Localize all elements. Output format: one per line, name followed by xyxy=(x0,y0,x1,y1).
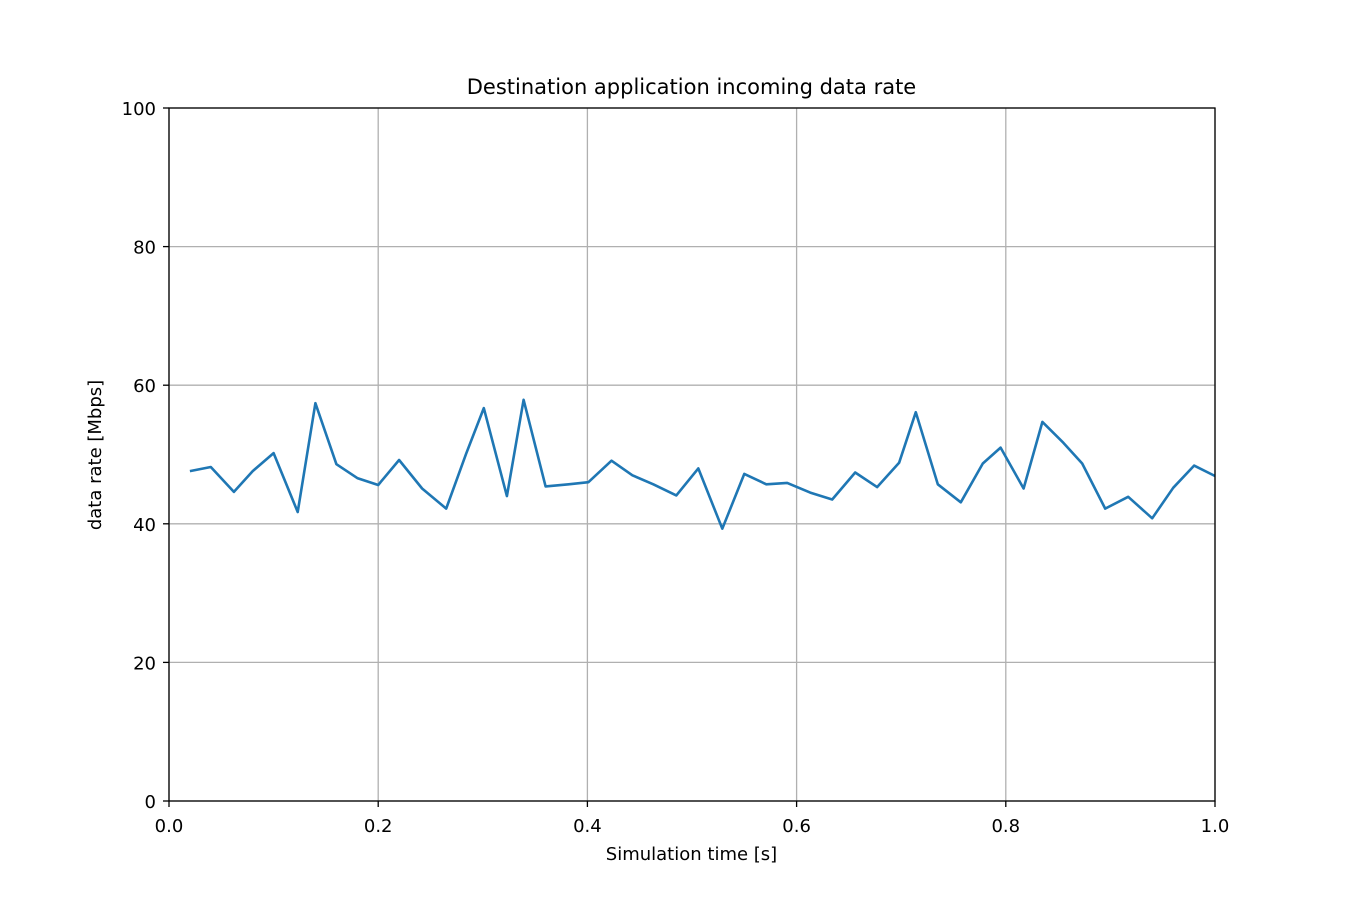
y-tick-label: 80 xyxy=(133,238,156,259)
series-line-data-rate xyxy=(189,398,1216,530)
y-tick-label: 20 xyxy=(133,653,156,674)
x-tick-label: 1.0 xyxy=(1201,816,1230,837)
chart-title: Destination application incoming data ra… xyxy=(467,75,916,99)
plot-frame xyxy=(168,107,1216,802)
axis-ticks: 0.0 0.2 0.4 0.6 0.8 1.0 0 20 40 60 80 100 xyxy=(122,99,1230,837)
x-tick-label: 0.6 xyxy=(782,816,811,837)
y-tick-label: 40 xyxy=(133,515,156,536)
grid-lines xyxy=(168,107,1216,802)
y-tick-label: 100 xyxy=(122,99,156,120)
y-tick-label: 60 xyxy=(133,376,156,397)
x-tick-label: 0.0 xyxy=(155,816,184,837)
x-tick-label: 0.2 xyxy=(364,816,393,837)
x-tick-label: 0.4 xyxy=(573,816,602,837)
y-tick-label: 0 xyxy=(145,792,156,813)
x-axis-label: Simulation time [s] xyxy=(606,844,777,865)
y-axis-label: data rate [Mbps] xyxy=(85,380,106,530)
x-tick-label: 0.8 xyxy=(991,816,1020,837)
